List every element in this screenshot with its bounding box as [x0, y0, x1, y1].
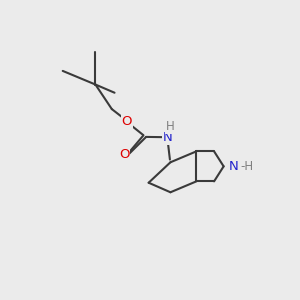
Text: N: N: [163, 131, 172, 144]
Text: O: O: [119, 148, 129, 160]
Text: H: H: [166, 120, 174, 133]
Text: O: O: [122, 115, 132, 128]
Text: -H: -H: [240, 160, 254, 173]
Text: N: N: [228, 160, 238, 173]
